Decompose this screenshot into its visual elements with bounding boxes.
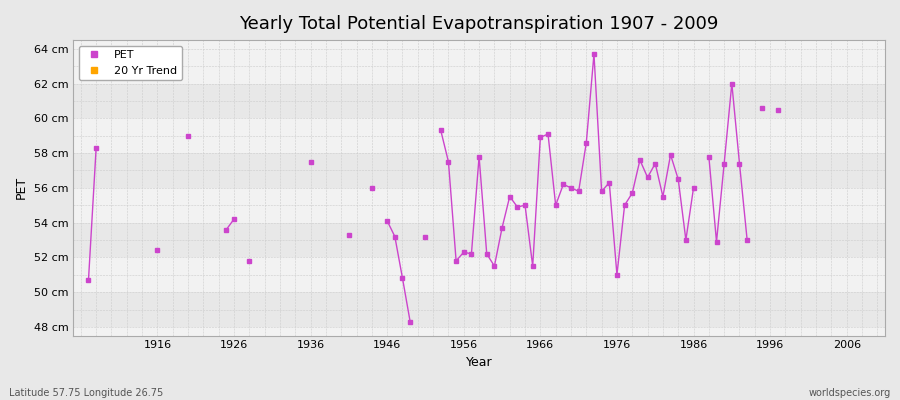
Text: worldspecies.org: worldspecies.org <box>809 388 891 398</box>
Bar <box>73 153 885 188</box>
Title: Yearly Total Potential Evapotranspiration 1907 - 2009: Yearly Total Potential Evapotranspiratio… <box>239 15 719 33</box>
Legend: PET, 20 Yr Trend: PET, 20 Yr Trend <box>78 46 182 80</box>
X-axis label: Year: Year <box>466 356 492 369</box>
Bar <box>73 49 885 84</box>
Bar <box>73 118 885 153</box>
Text: Latitude 57.75 Longitude 26.75: Latitude 57.75 Longitude 26.75 <box>9 388 163 398</box>
Bar <box>73 223 885 257</box>
Bar <box>73 188 885 223</box>
Bar <box>73 292 885 327</box>
Y-axis label: PET: PET <box>15 176 28 200</box>
Bar <box>73 257 885 292</box>
Bar <box>73 84 885 118</box>
